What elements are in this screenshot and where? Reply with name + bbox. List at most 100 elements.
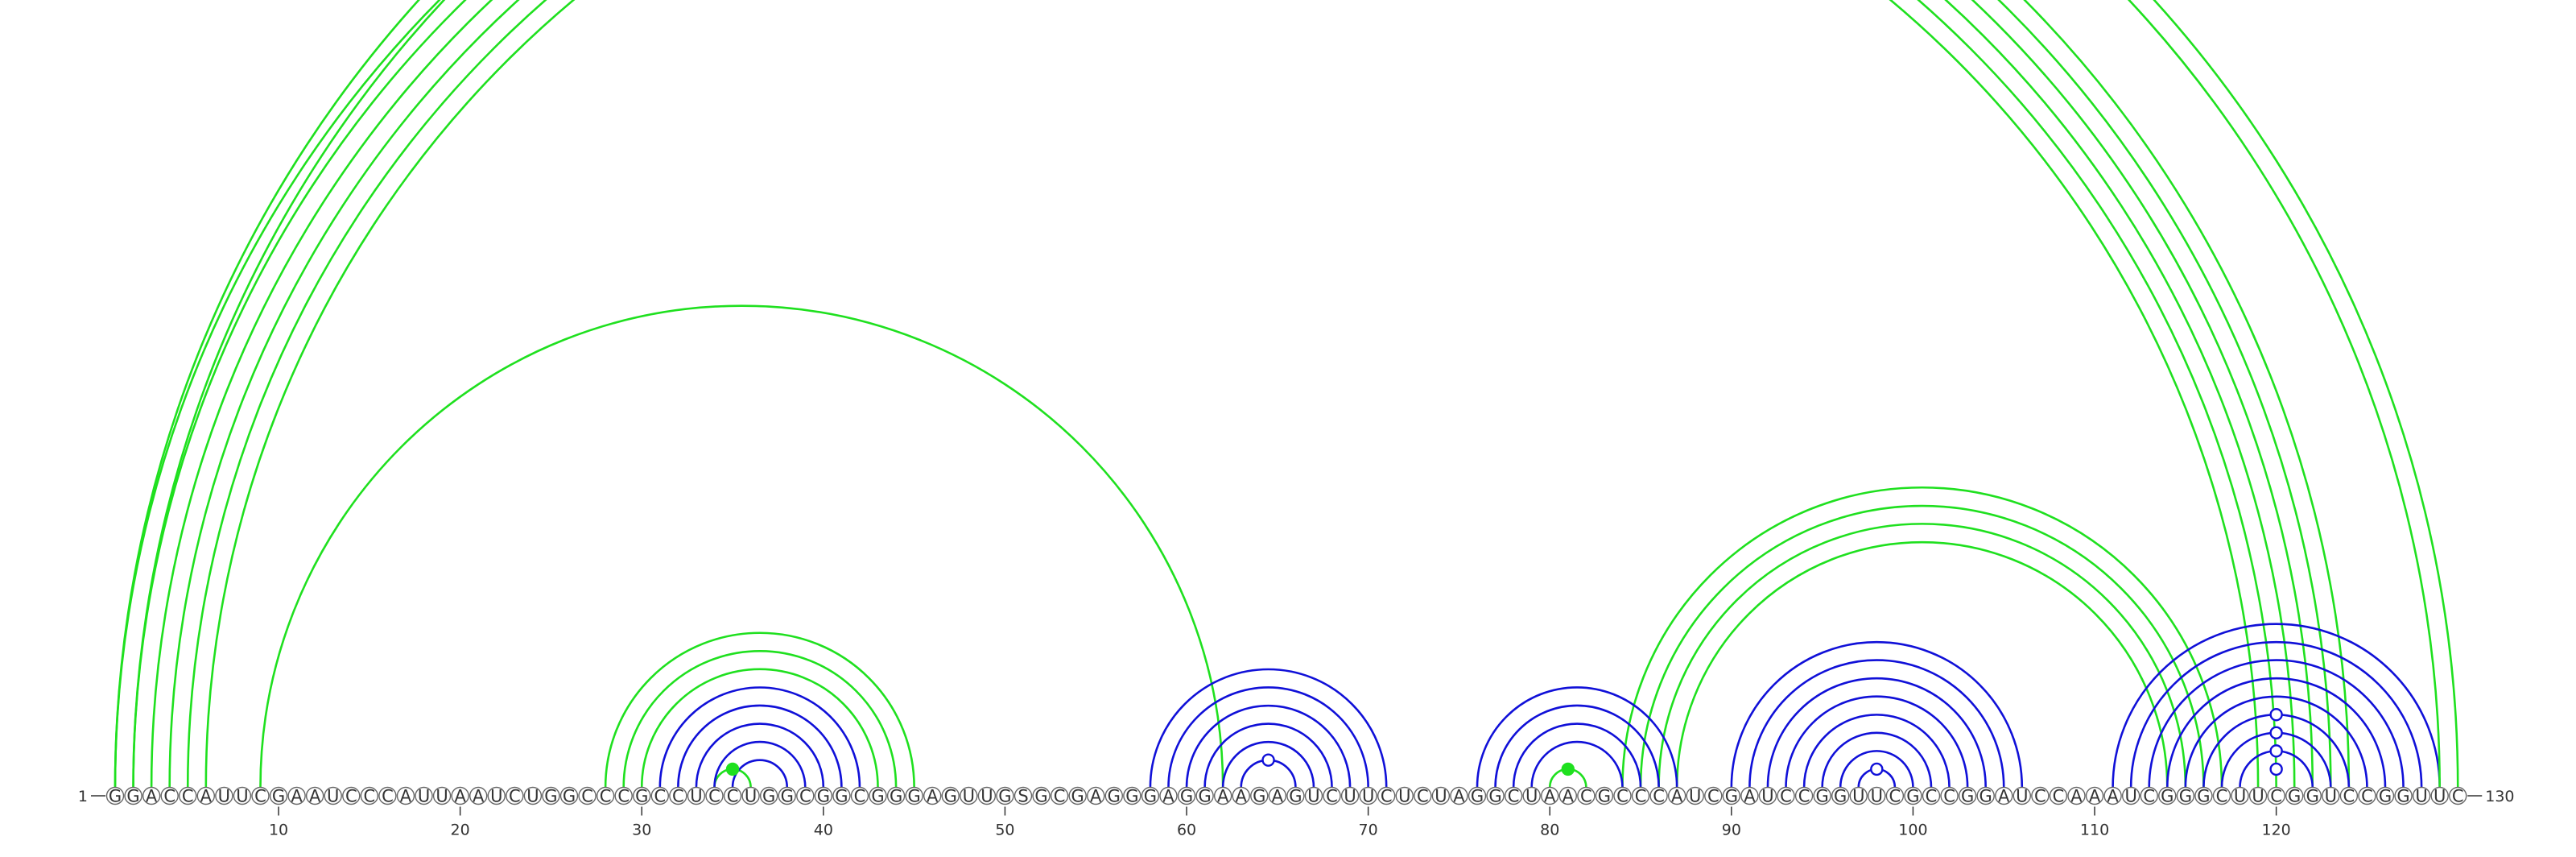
nucleotide-letter: G bbox=[1108, 787, 1121, 806]
nucleotide-96: G bbox=[1831, 787, 1850, 806]
nucleotide-letter: G bbox=[635, 787, 648, 806]
nucleotide-circle bbox=[1758, 786, 1777, 805]
tick-label-100: 100 bbox=[1898, 822, 1927, 839]
nucleotide-33: U bbox=[687, 787, 706, 806]
nucleotide-circle bbox=[542, 786, 560, 805]
nucleotide-circle bbox=[723, 786, 742, 805]
nucleotide-circle bbox=[396, 786, 415, 805]
nucleotide-28: C bbox=[596, 787, 615, 806]
blue-arc-35-38 bbox=[731, 759, 789, 788]
nucleotide-32: C bbox=[669, 786, 687, 806]
nucleotide-letter: A bbox=[146, 787, 158, 806]
nucleotide-75: A bbox=[1450, 787, 1468, 806]
nucleotide-circle bbox=[1667, 786, 1686, 805]
nucleotide-95: G bbox=[1813, 787, 1831, 806]
nucleotide-letter: G bbox=[998, 787, 1011, 806]
blue-arc-60-69 bbox=[1185, 704, 1352, 788]
nucleotide-letter: G bbox=[2288, 787, 2301, 806]
nucleotide-74: U bbox=[1431, 787, 1451, 806]
nucleotide-circle bbox=[1849, 786, 1868, 805]
nucleotide-letter: G bbox=[871, 787, 884, 806]
nucleotide-62: A bbox=[1213, 787, 1232, 806]
nucleotide-letter: G bbox=[890, 787, 902, 806]
nucleotide-letter: G bbox=[109, 787, 122, 806]
nucleotide-70: U bbox=[1359, 787, 1377, 806]
blue-arc-112-128 bbox=[2129, 640, 2423, 788]
nucleotide-circle bbox=[1885, 786, 1905, 805]
nucleotide-circle bbox=[487, 786, 506, 805]
nucleotide-83: G bbox=[1595, 787, 1614, 806]
green-arc-5-120 bbox=[186, 0, 2277, 788]
nucleotide-letter: C bbox=[509, 787, 521, 806]
nucleotide-130: C bbox=[2449, 787, 2467, 806]
nucleotide-letter: G bbox=[544, 787, 557, 806]
nucleotide-circle bbox=[941, 786, 960, 805]
nucleotide-letter: C bbox=[2143, 787, 2155, 806]
nucleotide-circle bbox=[523, 786, 543, 805]
nucleotide-letter: C bbox=[2452, 787, 2464, 806]
nucleotide-circle bbox=[1631, 786, 1650, 805]
nucleotide-circle bbox=[1486, 786, 1505, 805]
nucleotide-119: U bbox=[2248, 787, 2268, 806]
nucleotide-circle bbox=[850, 786, 869, 805]
nucleotide-123: U bbox=[2322, 786, 2340, 806]
nucleotide-letter: G bbox=[1180, 787, 1193, 806]
nucleotide-letter: G bbox=[817, 787, 830, 806]
nucleotide-87: A bbox=[1667, 786, 1686, 806]
nucleotide-letter: U bbox=[236, 787, 248, 806]
nucleotide-letter: G bbox=[2306, 787, 2319, 806]
nucleotide-circle bbox=[2322, 786, 2340, 805]
nucleotide-circle bbox=[960, 786, 978, 805]
nucleotide-letter: U bbox=[980, 787, 993, 806]
nucleotide-circle bbox=[1704, 786, 1723, 805]
blue-arc-61-68 bbox=[1203, 722, 1333, 788]
nucleotide-circle bbox=[633, 786, 651, 805]
nucleotide-94: C bbox=[1794, 787, 1814, 806]
nucleotide-letter: A bbox=[309, 787, 321, 806]
blue-arc-34-39 bbox=[713, 740, 807, 788]
nucleotide-circle bbox=[287, 786, 306, 805]
nucleotide-40: G bbox=[814, 786, 833, 806]
nucleotide-letter: G bbox=[781, 787, 794, 806]
nucleotide-letter: C bbox=[1417, 787, 1429, 806]
nucleotide-106: U bbox=[2013, 787, 2032, 806]
nucleotide-letter: A bbox=[2107, 787, 2119, 806]
nucleotide-22: U bbox=[487, 786, 506, 806]
green-arc-1-130 bbox=[114, 0, 2459, 788]
nucleotide-1: G bbox=[105, 787, 125, 806]
nucleotide-circle bbox=[2412, 786, 2431, 805]
nucleotide-letter: C bbox=[1381, 787, 1393, 806]
nucleotide-letter: A bbox=[400, 787, 412, 806]
nucleotide-98: U bbox=[1868, 787, 1886, 806]
nucleotide-120: C bbox=[2267, 786, 2285, 806]
nucleotide-118: U bbox=[2231, 787, 2249, 806]
green-arc-87-114 bbox=[1675, 540, 2169, 788]
nucleotide-116: G bbox=[2194, 787, 2213, 806]
nucleotide-letter: C bbox=[2270, 787, 2282, 806]
nucleotide-letter: G bbox=[1144, 787, 1157, 806]
nucleotide-circle bbox=[669, 786, 687, 805]
nucleotide-letter: A bbox=[1217, 787, 1229, 806]
nucleotide-circle bbox=[1159, 786, 1178, 805]
nucleotide-circle bbox=[2121, 786, 2140, 805]
nucleotide-circle bbox=[2267, 786, 2285, 805]
nucleotide-circle bbox=[814, 786, 833, 805]
nucleotide-letter: G bbox=[1725, 787, 1738, 806]
nucleotide-2: G bbox=[124, 786, 142, 806]
blue-arc-113-127 bbox=[2148, 659, 2405, 788]
nucleotide-circle bbox=[2358, 786, 2376, 805]
tick-label-40: 40 bbox=[814, 822, 833, 839]
nucleotide-circle bbox=[124, 786, 142, 805]
nucleotide-letter: G bbox=[1253, 787, 1265, 806]
nucleotide-circle bbox=[2212, 786, 2231, 805]
blue-arc-33-40 bbox=[695, 722, 825, 788]
nucleotide-letter: U bbox=[2016, 787, 2028, 806]
nucleotide-letter: C bbox=[1707, 787, 1719, 806]
nucleotide-letter: G bbox=[1071, 787, 1084, 806]
nucleotide-65: A bbox=[1268, 787, 1287, 806]
tick-label-80: 80 bbox=[1540, 822, 1559, 839]
blue-arc-95-101 bbox=[1821, 731, 1933, 788]
nucleotide-27: C bbox=[578, 787, 597, 806]
nucleotide-circle bbox=[1976, 786, 1995, 805]
nucleotide-circle bbox=[832, 786, 851, 805]
